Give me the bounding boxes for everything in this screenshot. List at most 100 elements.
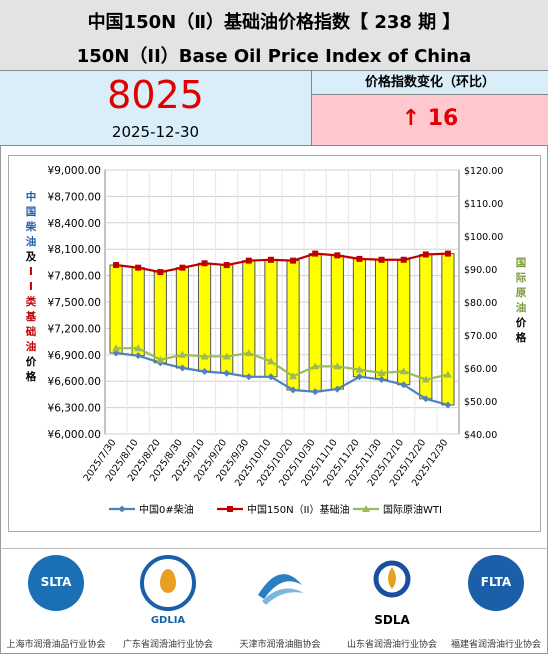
flta-logo-icon xyxy=(468,555,524,611)
y-left-tick-label: ¥8,400.00 xyxy=(48,218,101,230)
base-oil-line xyxy=(115,252,448,274)
china-diesel-point xyxy=(400,381,408,389)
header: 中国150N（Ⅱ）基础油价格指数【 238 期 】 150N（II）Base O… xyxy=(0,0,548,71)
wti-point xyxy=(333,362,342,370)
china-diesel-point xyxy=(201,368,209,376)
base-oil-point xyxy=(245,257,252,264)
spread-bar xyxy=(374,259,389,380)
china-diesel-point xyxy=(378,375,386,383)
y-right-label-char: 国 xyxy=(516,257,527,269)
y-left-tick-label: ¥6,300.00 xyxy=(48,403,101,415)
logo-gdlia: GDLIA 广东省润滑油行业协会 xyxy=(116,555,220,653)
wti-point xyxy=(112,344,121,352)
y-right-tick-label: $70.00 xyxy=(464,331,497,342)
china-diesel-point xyxy=(267,373,275,381)
index-box: 8025 2025-12-30 xyxy=(0,71,312,146)
logo-tianjin: 天津市润滑油脂协会 xyxy=(228,555,332,653)
wti-point xyxy=(355,365,364,373)
y-left-tick-label: ¥8,100.00 xyxy=(48,244,101,256)
title-en: 150N（II）Base Oil Price Index of China xyxy=(76,46,472,67)
logo-strip: SLTA 上海市润滑油品行业协会 GDLIA 广东省润滑油行业协会 天津市润滑油… xyxy=(0,548,548,655)
y-right-label-char: 油 xyxy=(516,301,527,314)
base-oil-point xyxy=(400,256,407,263)
y-left-label-char: 国 xyxy=(26,206,37,218)
y-left-label-char: 基 xyxy=(25,310,37,323)
legend-label: 国际原油WTI xyxy=(383,503,442,516)
y-left-label-char: I xyxy=(29,281,33,293)
wti-point xyxy=(266,357,275,365)
logo-abbr: FLTA xyxy=(480,575,512,589)
y-left-label-char: 中 xyxy=(26,190,37,203)
legend-marker xyxy=(118,505,126,513)
china-diesel-point xyxy=(355,373,363,381)
logo-abbr: GDLIA xyxy=(150,615,186,626)
base-oil-point xyxy=(356,255,363,262)
china-diesel-point xyxy=(333,385,341,393)
wti-point xyxy=(399,367,408,375)
logo-caption: 上海市润滑油品行业协会 xyxy=(6,640,106,650)
china-diesel-point xyxy=(112,349,120,357)
y-left-label-char: 柴 xyxy=(25,220,37,233)
wti-point xyxy=(443,370,452,378)
wti-point xyxy=(200,352,209,360)
y-left-tick-label: ¥6,600.00 xyxy=(48,376,101,388)
y-right-label-char: 际 xyxy=(516,272,527,284)
wti-point xyxy=(134,344,143,352)
sdla-logo-icon xyxy=(364,555,420,611)
logo-slta: SLTA 上海市润滑油品行业协会 xyxy=(4,555,108,653)
y-right-label-char: 价 xyxy=(516,317,527,329)
base-oil-point xyxy=(179,264,186,271)
change-value: ↑ 16 xyxy=(312,95,548,146)
wti-line xyxy=(116,347,449,381)
y-left-label-char: 及 xyxy=(26,251,37,263)
y-left-label-char: 格 xyxy=(26,370,37,383)
base-oil-point xyxy=(113,262,120,269)
china-diesel-point xyxy=(444,401,452,409)
wti-point xyxy=(222,352,231,360)
logo-caption: 山东省润滑油行业协会 xyxy=(346,640,437,650)
title-cn: 中国150N（Ⅱ）基础油价格指数【 238 期 】 xyxy=(87,12,461,33)
spread-bar xyxy=(131,267,145,357)
index-value: 8025 xyxy=(107,73,204,117)
base-oil-point xyxy=(422,251,429,258)
china-diesel-point xyxy=(134,352,142,360)
china-diesel-line xyxy=(115,351,449,407)
y-left-tick-label: ¥8,700.00 xyxy=(48,191,101,203)
legend-label: 中国150N（II）基础油 xyxy=(247,503,349,516)
wti-point xyxy=(421,375,430,383)
y-left-tick-label: ¥7,500.00 xyxy=(48,297,101,309)
spread-bar xyxy=(441,253,455,406)
base-oil-point xyxy=(444,250,451,257)
legend-marker xyxy=(227,506,233,512)
wti-point xyxy=(178,350,187,358)
wti-point xyxy=(311,362,320,370)
spread-bar xyxy=(242,260,256,378)
y-right-tick-label: $40.00 xyxy=(464,430,497,441)
gdlia-logo-icon xyxy=(140,555,196,611)
y-right-tick-label: $110.00 xyxy=(464,199,503,210)
base-oil-point xyxy=(312,250,319,257)
china-diesel-point xyxy=(178,364,186,372)
china-diesel-point xyxy=(311,388,319,396)
china-diesel-point xyxy=(223,369,231,377)
base-oil-point xyxy=(135,264,142,271)
logo-caption: 福建省润滑油行业协会 xyxy=(450,640,541,650)
y-left-tick-label: ¥9,000.00 xyxy=(48,165,101,177)
y-left-label-char: 价 xyxy=(26,356,37,368)
change-label: 价格指数变化（环比） xyxy=(312,71,548,95)
y-left-label-char: 油 xyxy=(26,235,37,248)
base-oil-point xyxy=(223,262,230,269)
y-right-tick-label: $50.00 xyxy=(464,397,497,408)
base-oil-point xyxy=(334,252,341,259)
logo-caption: 广东省润滑油行业协会 xyxy=(122,640,213,650)
y-right-tick-label: $120.00 xyxy=(464,166,503,177)
wti-point xyxy=(244,349,253,357)
base-oil-point xyxy=(201,260,208,267)
y-right-tick-label: $80.00 xyxy=(464,298,497,309)
price-chart: ¥6,000.00 ¥6,300.00 ¥6,600.00 ¥6,900.00 ¥7,2… xyxy=(25,165,527,516)
chart-panel: ¥6,000.00 ¥6,300.00 ¥6,600.00 ¥6,900.00 ¥7,2… xyxy=(8,155,541,532)
logo-flta: FLTA 福建省润滑油行业协会 xyxy=(444,555,548,653)
y-left-label-char: I xyxy=(29,266,33,278)
wti-point xyxy=(289,372,298,380)
spread-bar xyxy=(153,271,167,364)
